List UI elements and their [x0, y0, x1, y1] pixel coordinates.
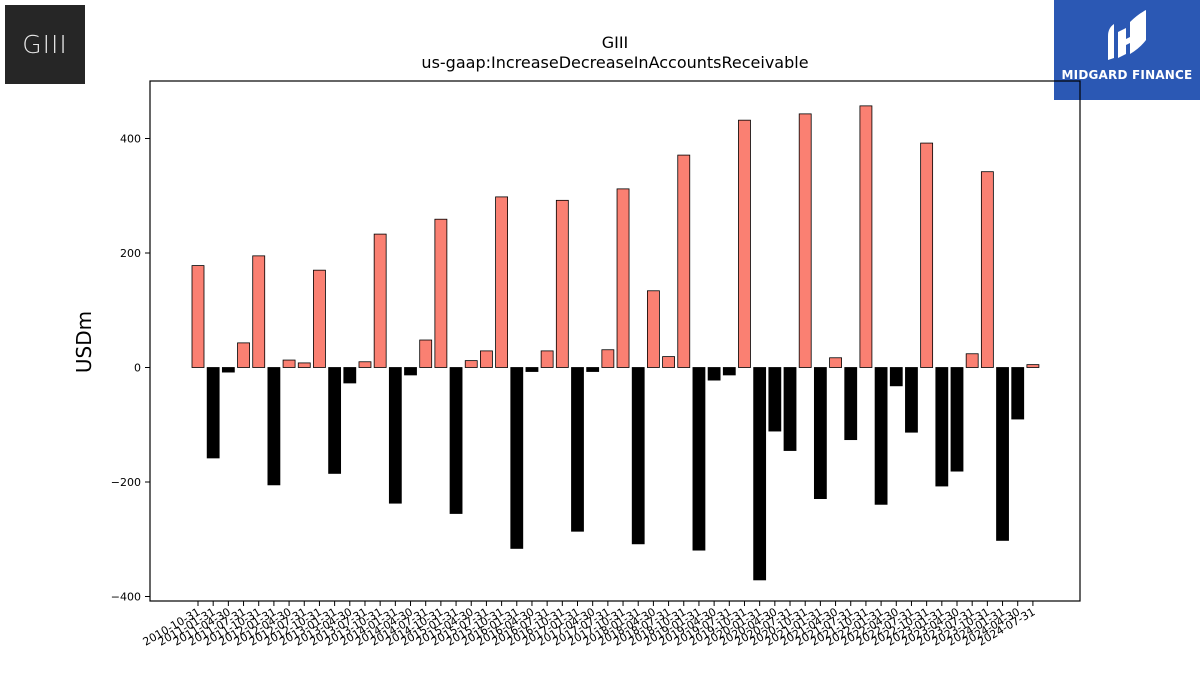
- bar-2019-10-31: [738, 119, 751, 368]
- bar-2013-04-30: [343, 367, 357, 384]
- y-tick-label: 400: [120, 133, 141, 146]
- bar-2012-07-31: [297, 362, 311, 368]
- bar-2015-10-31: [495, 196, 509, 368]
- bar-2012-04-30: [282, 359, 296, 368]
- y-tick-label: −400: [111, 591, 141, 604]
- bar-2018-04-30: [647, 290, 660, 368]
- company-logo: GIII: [5, 5, 85, 84]
- bar-2021-04-30: [829, 357, 842, 368]
- bar-2014-10-31: [434, 218, 448, 368]
- bar-2012-01-31: [267, 367, 281, 486]
- bar-2022-10-31: [920, 142, 934, 368]
- bar-2018-01-31: [631, 367, 645, 545]
- bar-2014-01-31: [388, 367, 402, 504]
- chart-subtitle: us-gaap:IncreaseDecreaseInAccountsReceiv…: [421, 53, 808, 72]
- bar-2020-01-31: [753, 367, 767, 581]
- bar-2019-07-31: [722, 367, 736, 376]
- bar-2023-07-31: [965, 353, 979, 368]
- bar-2015-07-31: [480, 350, 493, 368]
- bar-2016-07-31: [540, 350, 554, 368]
- bar-2023-10-31: [980, 171, 994, 368]
- bar-2023-04-30: [950, 367, 964, 472]
- bar-2018-10-31: [677, 154, 691, 368]
- company-logo-text: GIII: [22, 30, 68, 59]
- y-tick-label: 0: [134, 362, 141, 375]
- y-tick-label: 200: [120, 247, 141, 260]
- bar-2021-07-31: [844, 367, 858, 441]
- plot-frame: [149, 80, 1081, 602]
- bar-2012-10-31: [313, 269, 326, 368]
- bar-2020-07-31: [783, 367, 797, 451]
- bar-2022-07-31: [905, 367, 918, 433]
- bar-2017-01-31: [571, 367, 584, 532]
- bar-2010-10-31: [191, 265, 205, 368]
- bar-2016-10-31: [555, 199, 569, 368]
- bar-2024-01-31: [996, 367, 1009, 541]
- bar-2016-04-30: [525, 367, 539, 372]
- midgard-logo-text: MIDGARD FINANCE: [1061, 68, 1193, 82]
- bar-2024-07-31: [1026, 364, 1040, 368]
- bar-2018-07-31: [662, 356, 675, 368]
- x-ticks-group: 2010-10-312011-01-312011-04-302011-07-31…: [141, 601, 1037, 649]
- bar-2011-01-31: [206, 367, 220, 459]
- bar-2011-04-30: [221, 367, 235, 373]
- bar-2015-04-30: [464, 360, 478, 368]
- bar-2024-04-30: [1011, 367, 1025, 420]
- bar-2017-04-30: [586, 367, 600, 372]
- midgard-logo-mark-icon: [1108, 10, 1146, 60]
- bar-2013-07-31: [358, 361, 372, 368]
- bar-2011-07-31: [237, 342, 250, 368]
- bar-2021-10-31: [859, 105, 873, 368]
- bar-2013-10-31: [373, 233, 387, 368]
- bar-2014-04-30: [404, 367, 417, 376]
- bars-group: [191, 105, 1040, 581]
- bar-2020-04-30: [768, 367, 782, 432]
- bar-2020-10-31: [798, 113, 812, 368]
- bar-2017-07-31: [601, 349, 615, 368]
- bar-2015-01-31: [449, 367, 463, 514]
- bar-2019-04-30: [707, 367, 721, 381]
- midgard-finance-logo: MIDGARD FINANCE: [1054, 0, 1200, 100]
- bar-2019-01-31: [692, 367, 706, 551]
- y-tick-label: −200: [111, 476, 141, 489]
- bar-2022-01-31: [874, 367, 888, 505]
- bar-2023-01-31: [935, 367, 949, 487]
- bar-2021-01-31: [813, 367, 827, 500]
- bar-2011-10-31: [252, 255, 266, 368]
- bar-2017-10-31: [616, 188, 630, 368]
- bar-2016-01-31: [510, 367, 524, 549]
- bar-2014-07-31: [419, 339, 433, 368]
- bar-2013-01-31: [328, 367, 342, 474]
- y-axis-label: USDm: [72, 311, 96, 373]
- bar-2022-04-30: [889, 367, 903, 387]
- y-ticks-group: −400 −200 0 200 400: [111, 133, 150, 604]
- chart-title: GIII: [602, 33, 629, 52]
